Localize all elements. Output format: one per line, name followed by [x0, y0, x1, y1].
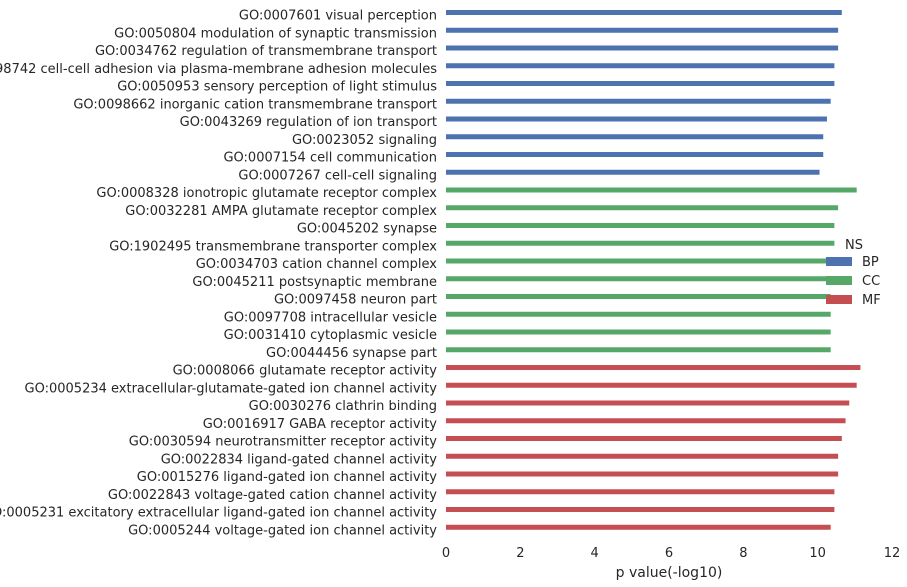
category-label: GO:0044456 synapse part: [266, 346, 437, 361]
x-tick-label: 4: [591, 546, 599, 561]
legend-swatch-bp: [826, 257, 852, 266]
category-label: GO:0022834 ligand-gated channel activity: [161, 452, 438, 467]
bar-mf: [446, 382, 857, 388]
category-label: GO:0008328 ionotropic glutamate receptor…: [96, 186, 437, 201]
legend-swatch-mf: [826, 295, 852, 304]
bar-mf: [446, 365, 861, 370]
category-label: GO:0005244 voltage-gated ion channel act…: [128, 523, 437, 538]
category-label: GO:0034762 regulation of transmembrane t…: [95, 44, 437, 59]
x-tick-label: 8: [739, 546, 747, 561]
category-label: GO:0007267 cell-cell signaling: [238, 168, 437, 183]
x-tick-label: 12: [884, 546, 901, 561]
bar-bp: [446, 27, 839, 33]
category-label: GO:0023052 signaling: [292, 133, 437, 148]
category-label: GO:0045211 postsynaptic membrane: [192, 275, 437, 290]
legend-label-mf: MF: [862, 293, 881, 308]
x-tick-label: 6: [665, 546, 673, 561]
category-label: GO:0007154 cell communication: [223, 151, 437, 166]
bar-cc: [446, 276, 831, 282]
legend-title: NS: [845, 238, 863, 253]
legend-swatch-cc: [826, 276, 852, 285]
bar-mf: [446, 453, 839, 459]
bar-mf: [446, 418, 846, 424]
category-label: GO:0050804 modulation of synaptic transm…: [114, 26, 437, 41]
legend-label-bp: BP: [862, 255, 879, 270]
bar-cc: [446, 223, 835, 228]
bar-cc: [446, 294, 831, 299]
category-label: GO:0045202 synapse: [297, 222, 437, 237]
category-label: GO:0005234 extracellular-glutamate-gated…: [25, 381, 438, 396]
bars-group: [446, 10, 861, 530]
category-label: GO:0015276 ligand-gated ion channel acti…: [137, 470, 438, 485]
bar-bp: [446, 116, 827, 122]
bar-cc: [446, 187, 857, 193]
bar-mf: [446, 524, 831, 530]
bar-cc: [446, 205, 839, 211]
bar-mf: [446, 507, 835, 512]
category-label: GO:0007601 visual perception: [239, 9, 437, 24]
category-label: GO:1902495 transmembrane transporter com…: [109, 239, 437, 254]
bar-cc: [446, 240, 835, 246]
bar-bp: [446, 152, 824, 157]
category-label: GO:0005231 excitatory extracellular liga…: [0, 506, 437, 521]
bar-bp: [446, 10, 842, 15]
category-label: GO:0030276 clathrin binding: [249, 399, 437, 414]
category-label: GO:0030594 neurotransmitter receptor act…: [129, 435, 438, 450]
bar-bp: [446, 45, 839, 51]
bar-mf: [446, 489, 835, 495]
bar-cc: [446, 258, 835, 264]
bar-bp: [446, 169, 820, 175]
category-label: GO:0034703 cation channel complex: [196, 257, 438, 272]
category-labels-group: GO:0007601 visual perception GO:0050804 m…: [0, 9, 437, 539]
bar-bp: [446, 98, 831, 104]
category-label: GO:0097708 intracellular vesicle: [224, 310, 437, 325]
x-tick-label: 0: [442, 546, 450, 561]
legend-label-cc: CC: [862, 274, 880, 289]
category-label: GO:0016917 GABA receptor activity: [203, 417, 438, 432]
category-label: GO:0031410 cytoplasmic vesicle: [224, 328, 437, 343]
category-label: GO:0098742 cell-cell adhesion via plasma…: [0, 62, 437, 77]
category-label: GO:0050953 sensory perception of light s…: [117, 80, 437, 95]
bar-mf: [446, 436, 842, 441]
bar-bp: [446, 63, 835, 69]
bar-cc: [446, 347, 831, 353]
x-axis-label: p value(-log10): [616, 565, 723, 581]
legend: NS BP CC MF: [826, 238, 881, 308]
x-tick-label: 2: [516, 546, 524, 561]
category-label: GO:0008066 glutamate receptor activity: [173, 364, 438, 379]
bar-mf: [446, 400, 850, 406]
bar-cc: [446, 311, 831, 317]
bar-bp: [446, 81, 835, 86]
bar-bp: [446, 134, 824, 140]
bar-cc: [446, 329, 831, 335]
x-axis-ticks-group: 0 2 4 6 8 10 12: [442, 546, 900, 561]
bar-mf: [446, 471, 839, 477]
x-tick-label: 10: [809, 546, 826, 561]
category-label: GO:0022843 voltage-gated cation channel …: [108, 488, 437, 503]
category-label: GO:0032281 AMPA glutamate receptor compl…: [125, 204, 437, 219]
category-label: GO:0097458 neuron part: [274, 293, 437, 308]
category-label: GO:0098662 inorganic cation transmembran…: [73, 97, 437, 112]
category-label: GO:0043269 regulation of ion transport: [180, 115, 437, 130]
